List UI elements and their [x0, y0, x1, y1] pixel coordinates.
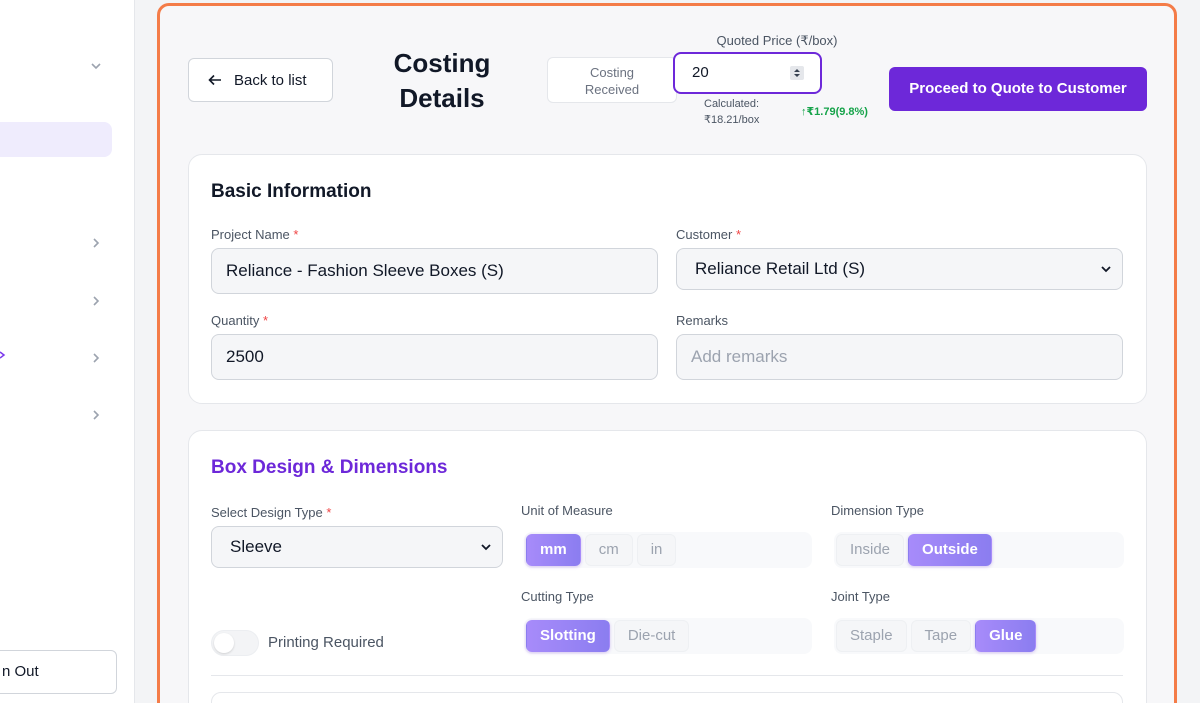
back-to-list-button[interactable]: Back to list — [188, 58, 333, 102]
dimensions-section — [211, 692, 1123, 703]
sidebar-indicator-icon — [0, 350, 6, 363]
quoted-price-label: Quoted Price (₹/box) — [716, 33, 838, 48]
box-design-title: Box Design & Dimensions — [211, 457, 448, 478]
toggle-knob — [214, 633, 234, 653]
unit-option-in[interactable]: in — [636, 534, 677, 566]
calculated-label: Calculated: — [704, 98, 760, 110]
unit-of-measure-label: Unit of Measure — [521, 503, 613, 518]
page-title-line: Costing — [393, 48, 491, 78]
quantity-value: 2500 — [226, 347, 264, 366]
project-name-label-text: Project Name — [211, 227, 290, 242]
design-type-value: Sleeve — [230, 537, 282, 556]
page-title: Costing Details — [372, 46, 512, 116]
printing-required-label: Printing Required — [268, 634, 384, 651]
quoted-price-value: 20 — [692, 64, 709, 81]
back-to-list-label: Back to list — [234, 71, 307, 89]
remarks-label: Remarks — [676, 313, 729, 328]
joint-option-staple[interactable]: Staple — [836, 620, 907, 652]
required-mark: * — [326, 505, 332, 520]
chevron-right-icon[interactable] — [89, 351, 103, 365]
project-name-value: Reliance - Fashion Sleeve Boxes (S) — [226, 261, 504, 280]
sign-out-button[interactable]: n Out — [0, 650, 117, 694]
project-name-label: Project Name * — [211, 227, 298, 242]
status-badge: Costing Received — [547, 57, 677, 103]
cutting-type-label: Cutting Type — [521, 589, 594, 604]
dimension-option-inside[interactable]: Inside — [836, 534, 905, 566]
cutting-option-slotting[interactable]: Slotting — [526, 620, 610, 652]
unit-option-mm[interactable]: mm — [526, 534, 581, 566]
number-spinner-icon[interactable] — [790, 66, 804, 80]
chevron-right-icon[interactable] — [89, 236, 103, 250]
chevron-down-icon — [480, 541, 492, 553]
sidebar-active-item[interactable] — [0, 122, 112, 157]
joint-type-group: Staple Tape Glue — [834, 618, 1124, 654]
calculated-value: ₹18.21/box — [704, 114, 760, 126]
cutting-option-die-cut[interactable]: Die-cut — [613, 620, 690, 652]
design-type-select[interactable]: Sleeve — [211, 526, 503, 568]
customer-value: Reliance Retail Ltd (S) — [695, 259, 866, 278]
customer-label: Customer * — [676, 227, 741, 242]
chevron-down-icon — [1100, 263, 1112, 275]
joint-option-tape[interactable]: Tape — [910, 620, 972, 652]
proceed-to-quote-button[interactable]: Proceed to Quote to Customer — [889, 67, 1147, 111]
sidebar: n Out — [0, 0, 135, 703]
basic-information-title: Basic Information — [211, 181, 372, 202]
status-line: Costing — [589, 65, 635, 80]
status-line: Received — [584, 82, 640, 97]
unit-of-measure-group: mm cm in — [524, 532, 812, 568]
page-title-line: Details — [399, 83, 485, 113]
customer-label-text: Customer — [676, 227, 733, 242]
arrow-left-icon — [208, 73, 222, 87]
dimension-option-outside[interactable]: Outside — [908, 534, 992, 566]
chevron-down-icon[interactable] — [89, 59, 103, 73]
joint-option-glue[interactable]: Glue — [975, 620, 1037, 652]
sign-out-label: n Out — [2, 663, 39, 680]
required-mark: * — [263, 313, 269, 328]
project-name-input[interactable]: Reliance - Fashion Sleeve Boxes (S) — [211, 248, 658, 294]
dimension-type-group: Inside Outside — [834, 532, 1124, 568]
quantity-label: Quantity * — [211, 313, 268, 328]
remarks-placeholder: Add remarks — [691, 347, 788, 366]
chevron-right-icon[interactable] — [89, 294, 103, 308]
chevron-right-icon[interactable] — [89, 408, 103, 422]
design-type-label-text: Select Design Type — [211, 505, 323, 520]
cutting-type-group: Slotting Die-cut — [524, 618, 812, 654]
quantity-label-text: Quantity — [211, 313, 260, 328]
quoted-price-input[interactable]: 20 — [673, 52, 822, 94]
price-difference: ↑₹1.79(9.8%) — [801, 106, 868, 118]
required-mark: * — [293, 227, 299, 242]
quantity-input[interactable]: 2500 — [211, 334, 658, 380]
customer-select[interactable]: Reliance Retail Ltd (S) — [676, 248, 1123, 290]
design-type-label: Select Design Type * — [211, 505, 331, 520]
joint-type-label: Joint Type — [831, 589, 891, 604]
unit-option-cm[interactable]: cm — [584, 534, 633, 566]
printing-required-toggle[interactable] — [211, 630, 259, 656]
calculated-price: Calculated: ₹18.21/box — [704, 96, 759, 128]
required-mark: * — [735, 227, 742, 242]
divider — [211, 675, 1123, 676]
remarks-input[interactable]: Add remarks — [676, 334, 1123, 380]
dimension-type-label: Dimension Type — [831, 503, 924, 518]
